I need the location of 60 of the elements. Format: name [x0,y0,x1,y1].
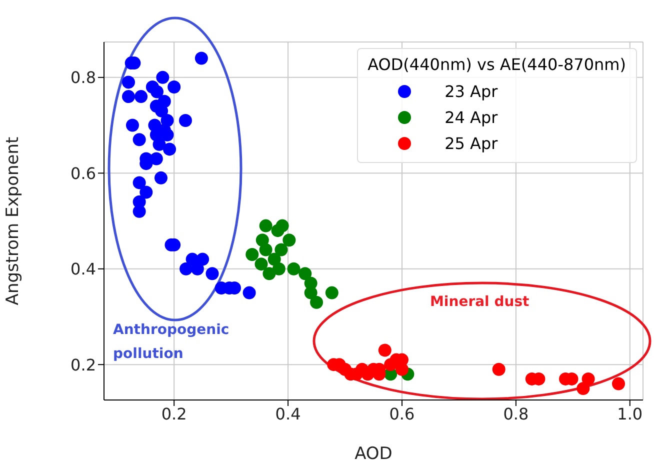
point [259,219,272,232]
x-axis-title: AOD [354,444,392,464]
annotation: Anthropogenic pollution [113,322,230,362]
x-tick-label: 0.4 [275,404,301,424]
point [152,138,166,151]
point [163,142,176,156]
point [246,248,259,262]
point [271,224,284,238]
y-tick-label: 0.4 [70,260,96,279]
point [156,70,170,84]
legend-label: 25 Apr [444,134,498,152]
point [126,118,139,132]
point [206,267,219,280]
point [122,76,135,89]
point [612,377,625,390]
point [395,362,408,376]
point [122,90,135,104]
annotation: Mineral dust [430,294,530,310]
point [576,382,590,396]
point [196,252,210,266]
point [254,258,268,271]
y-tick-label: 0.2 [70,355,96,374]
y-tick-label: 0.6 [70,164,96,183]
point [304,286,318,300]
point [132,204,146,218]
point [582,372,595,386]
point [298,267,312,280]
point [282,234,296,247]
point [150,85,164,98]
y-tick-label: 0.8 [70,68,96,88]
legend-label: 24 Apr [444,108,498,126]
point [378,344,392,357]
point [134,90,148,104]
point [178,114,192,127]
x-tick-label: 0.6 [389,404,415,424]
point [190,262,204,276]
point [259,243,272,256]
x-tick-label: 1.0 [617,404,643,424]
point [194,52,208,65]
point [310,296,324,309]
point [160,128,174,142]
point [492,362,506,376]
point [262,267,276,280]
legend-title: AOD(440nm) vs AE(440-870nm) [368,55,626,74]
point [140,186,153,199]
y-axis-title: Angstrom Exponent [3,136,24,306]
point [274,243,288,256]
point [150,152,163,166]
point [325,286,338,300]
x-tick-label: 0.2 [161,404,187,424]
point [287,262,300,276]
x-tick-label: 0.8 [503,404,529,424]
point [272,262,286,276]
legend-label: 23 Apr [444,82,498,100]
point [132,133,146,146]
point [154,171,168,184]
point [180,262,193,276]
point [132,176,146,190]
point [242,286,256,300]
point [168,80,181,94]
